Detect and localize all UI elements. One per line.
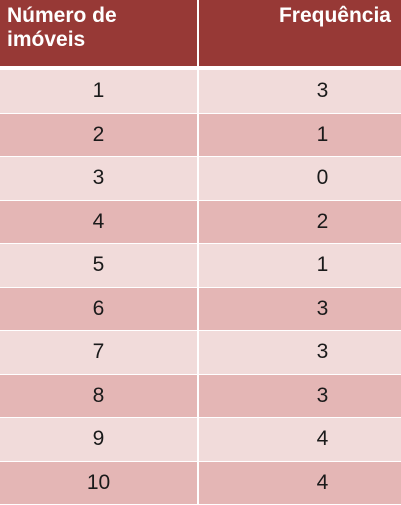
cell-frequencia: 1 bbox=[198, 243, 401, 288]
cell-imoveis: 1 bbox=[0, 67, 199, 114]
table-row: 10 4 bbox=[0, 460, 401, 505]
header-row: Número de imóveis Frequência bbox=[0, 0, 401, 70]
cell-imoveis: 4 bbox=[0, 199, 199, 244]
cell-frequencia: 0 bbox=[198, 156, 401, 201]
cell-imoveis: 3 bbox=[0, 156, 199, 201]
table-row: 6 3 bbox=[0, 286, 401, 331]
cell-imoveis: 8 bbox=[0, 373, 199, 418]
cell-frequencia: 4 bbox=[198, 460, 401, 505]
header-frequencia: Frequência bbox=[198, 0, 401, 70]
cell-frequencia: 3 bbox=[198, 330, 401, 375]
cell-frequencia: 3 bbox=[198, 67, 401, 114]
cell-imoveis: 9 bbox=[0, 417, 199, 462]
cell-frequencia: 2 bbox=[198, 199, 401, 244]
table-row: 9 4 bbox=[0, 417, 401, 462]
cell-frequencia: 4 bbox=[198, 417, 401, 462]
cell-imoveis: 5 bbox=[0, 243, 199, 288]
cell-imoveis: 6 bbox=[0, 286, 199, 331]
table-row: 5 1 bbox=[0, 243, 401, 288]
cell-frequencia: 1 bbox=[198, 112, 401, 157]
header-numero-imoveis: Número de imóveis bbox=[0, 0, 199, 70]
table-row: 1 3 bbox=[0, 67, 401, 114]
cell-frequencia: 3 bbox=[198, 373, 401, 418]
table-row: 4 2 bbox=[0, 199, 401, 244]
table-row: 8 3 bbox=[0, 373, 401, 418]
cell-frequencia: 3 bbox=[198, 286, 401, 331]
table-row: 7 3 bbox=[0, 330, 401, 375]
cell-imoveis: 2 bbox=[0, 112, 199, 157]
cell-imoveis: 10 bbox=[0, 460, 199, 505]
table-row: 3 0 bbox=[0, 156, 401, 201]
cell-imoveis: 7 bbox=[0, 330, 199, 375]
table-row: 2 1 bbox=[0, 112, 401, 157]
